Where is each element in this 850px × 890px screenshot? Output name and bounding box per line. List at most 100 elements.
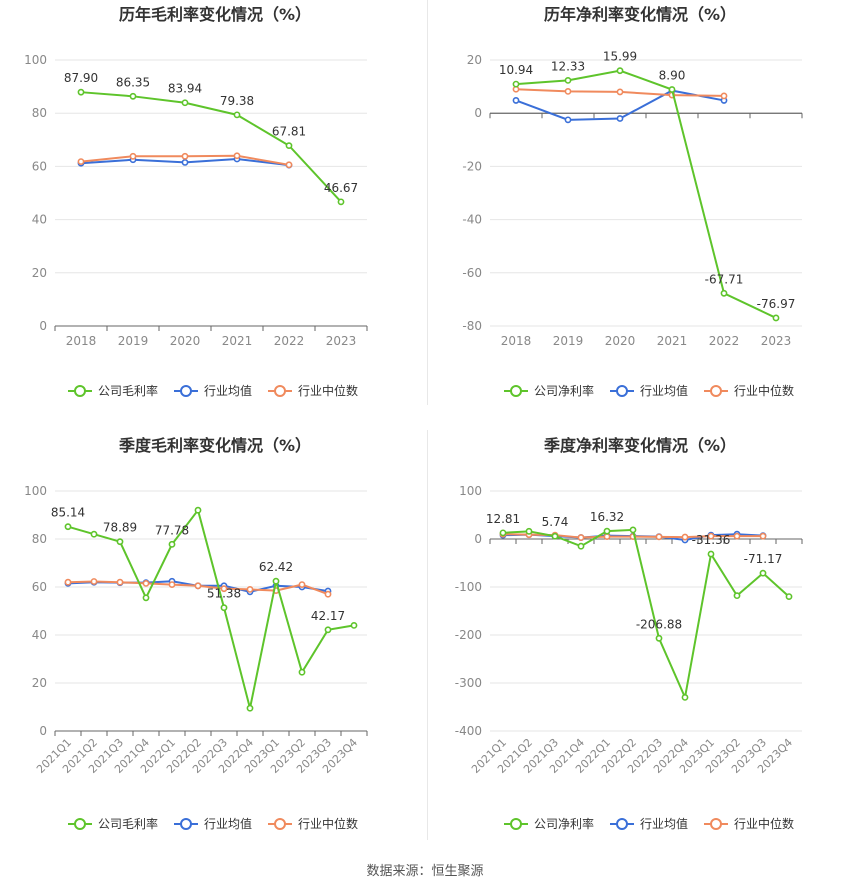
x-tick-label: 2018: [66, 334, 97, 348]
data-point: [551, 532, 559, 540]
data-source-note: 数据来源：恒生聚源: [366, 864, 484, 879]
legend-marker: [510, 385, 522, 397]
legend-label: 行业中位数: [298, 383, 358, 398]
data-label: 83.94: [168, 82, 202, 96]
data-point: [616, 88, 624, 96]
data-point: [194, 506, 202, 514]
data-point: [194, 582, 202, 590]
chart-annual-net-margin: 历年净利率变化情况（%） -80 -60 -40 -20 0 20 2018 2019 2020 2…: [462, 5, 803, 398]
legend-marker: [74, 385, 86, 397]
data-label: 77.78: [155, 523, 189, 537]
data-point: [785, 593, 793, 600]
data-point: [90, 530, 98, 538]
data-point: [142, 580, 150, 587]
series-line: [67, 507, 355, 709]
data-label: -31.36: [692, 533, 731, 547]
data-label: 8.90: [659, 69, 686, 83]
y-tick-label: 60: [32, 580, 47, 594]
data-point: [324, 590, 332, 598]
data-point: [129, 92, 137, 100]
legend-marker: [710, 818, 722, 830]
data-point: [655, 533, 663, 541]
data-point: [337, 198, 345, 206]
series-line: [515, 69, 777, 319]
data-point: [285, 161, 293, 169]
data-point: [733, 592, 741, 600]
data-point: [298, 668, 306, 676]
data-point: [116, 538, 124, 546]
legend-label: 行业均值: [640, 383, 688, 398]
data-point: [90, 578, 98, 585]
y-tick-label: -80: [462, 319, 482, 333]
data-point: [116, 578, 124, 586]
chart-title: 历年净利率变化情况（%）: [544, 5, 736, 24]
data-label: 12.81: [486, 512, 520, 526]
y-tick-label: 100: [24, 53, 47, 67]
y-tick-label: -20: [462, 159, 482, 173]
data-point: [77, 88, 85, 96]
data-point: [220, 585, 228, 593]
data-point: [285, 142, 293, 150]
data-point: [603, 527, 611, 535]
legend-marker: [710, 385, 722, 397]
y-tick-label: -40: [462, 213, 482, 227]
data-point: [233, 111, 241, 119]
data-label: 62.42: [259, 560, 293, 574]
data-point: [733, 532, 741, 540]
legend-label: 行业均值: [640, 816, 688, 831]
x-tick-label: 2020: [605, 334, 636, 348]
y-tick-label: 0: [474, 532, 482, 546]
data-point: [564, 77, 572, 84]
legend-label: 行业中位数: [734, 816, 794, 831]
y-tick-label: 60: [32, 159, 47, 173]
data-point: [707, 532, 715, 540]
data-point: [564, 87, 572, 95]
legend-label: 行业均值: [204, 383, 252, 398]
legend-marker: [74, 818, 86, 830]
data-label: 12.33: [551, 59, 585, 73]
data-point: [681, 694, 689, 701]
data-point: [272, 577, 280, 585]
legend-marker: [616, 818, 628, 830]
x-tick-label: 2023: [326, 334, 357, 348]
data-point: [499, 529, 507, 537]
x-tick-label: 2018: [501, 334, 532, 348]
data-label: 15.99: [603, 50, 637, 64]
data-point: [707, 550, 715, 558]
chart-title: 历年毛利率变化情况（%）: [119, 5, 311, 24]
data-point: [681, 533, 689, 541]
data-point: [77, 158, 85, 166]
legend-marker: [510, 818, 522, 830]
data-point: [181, 159, 189, 166]
y-tick-label: -100: [455, 580, 482, 594]
chart-quarterly-net-margin: 季度净利率变化情况（%）-400-300-200-10001002021Q120…: [455, 436, 803, 831]
vertical-divider-top: [427, 0, 428, 405]
legend-label: 公司毛利率: [98, 383, 158, 398]
y-tick-label: 80: [32, 106, 47, 120]
y-tick-label: 20: [467, 53, 482, 67]
data-point: [168, 540, 176, 548]
data-point: [181, 99, 189, 107]
data-point: [350, 622, 358, 629]
data-label: -76.97: [757, 297, 796, 311]
legend-label: 公司毛利率: [98, 816, 158, 831]
data-label: 87.90: [64, 71, 98, 85]
y-tick-label: 40: [32, 213, 47, 227]
y-tick-label: 0: [39, 319, 47, 333]
y-tick-label: -60: [462, 266, 482, 280]
data-point: [246, 704, 254, 712]
data-point: [64, 523, 72, 531]
data-point: [759, 532, 767, 540]
vertical-divider-bottom: [427, 430, 428, 840]
legend-label: 行业均值: [204, 816, 252, 831]
data-label: 67.81: [272, 125, 306, 139]
y-tick-label: -300: [455, 676, 482, 690]
y-tick-label: 100: [459, 484, 482, 498]
data-point: [142, 594, 150, 602]
legend-marker: [274, 385, 286, 397]
legend-label: 公司净利率: [534, 383, 594, 398]
data-point: [512, 97, 520, 104]
data-point: [220, 604, 228, 612]
data-label: 5.74: [542, 515, 569, 529]
data-label: 79.38: [220, 94, 254, 108]
